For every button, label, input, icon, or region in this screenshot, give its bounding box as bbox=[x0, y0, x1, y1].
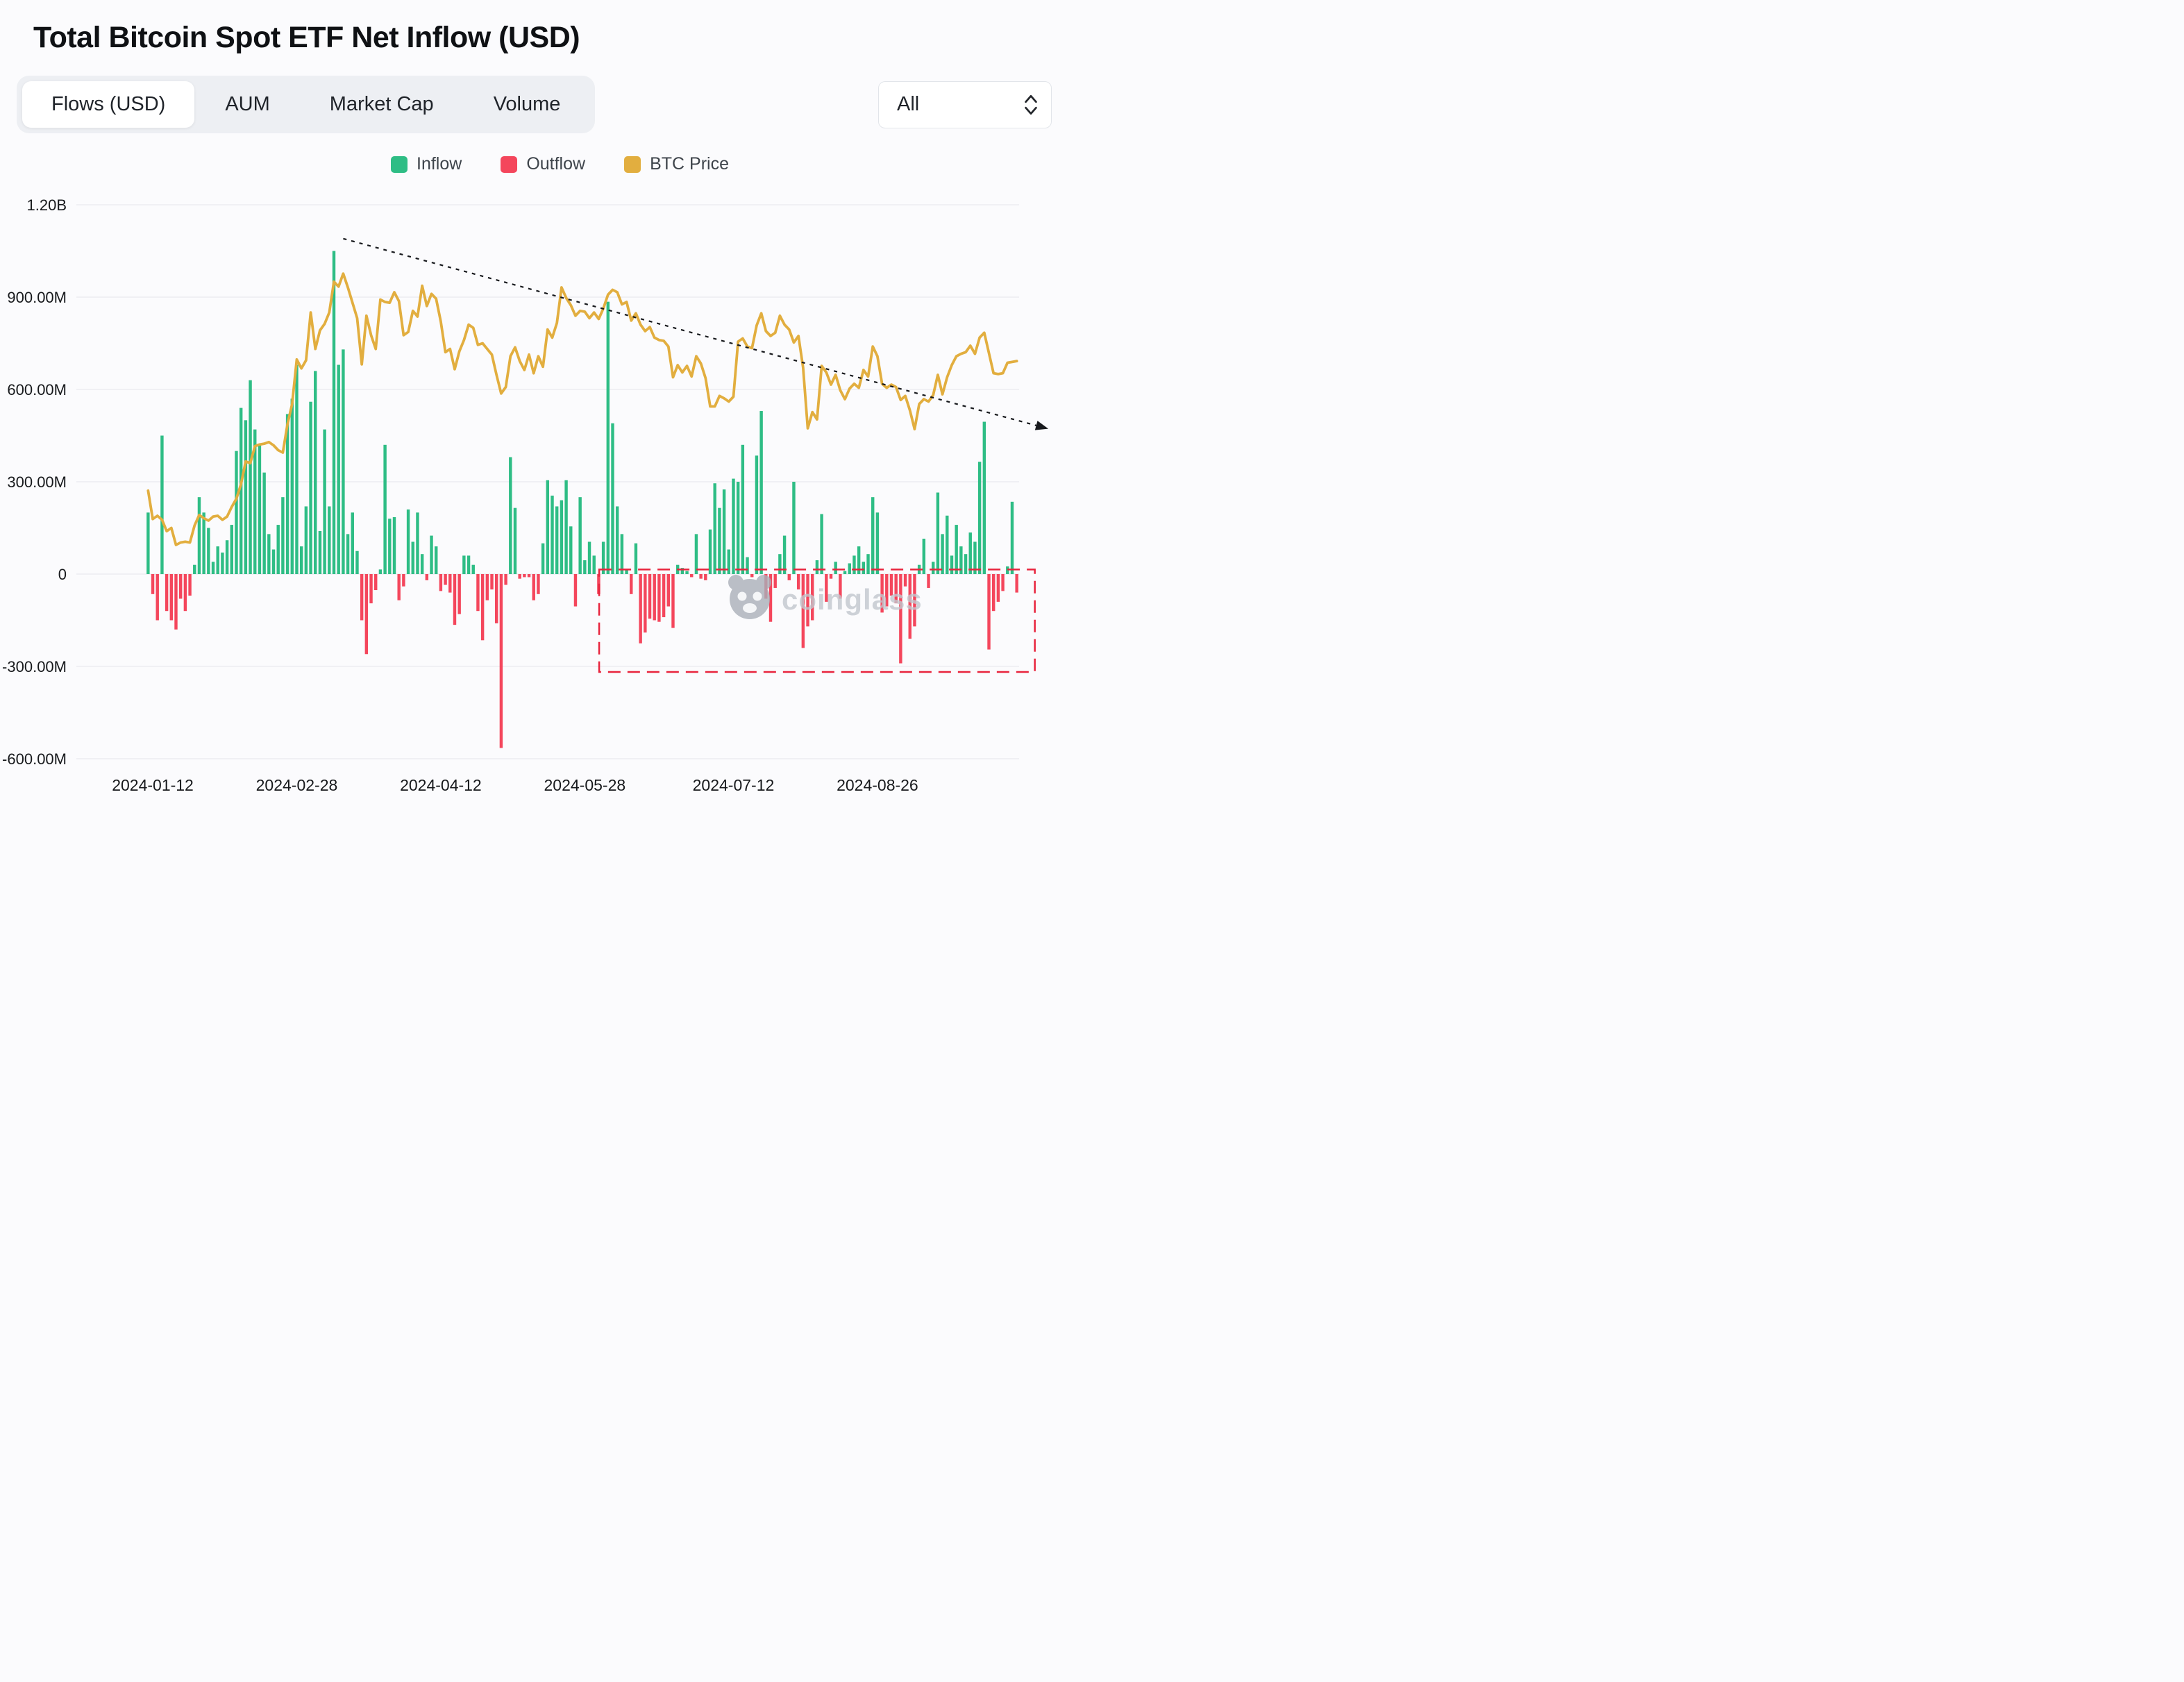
legend-label-btc-price: BTC Price bbox=[650, 154, 729, 174]
flows-chart: 1.20B 900.00M 600.00M 300.00M 0 -300.00M -600.… bbox=[2, 196, 1049, 794]
btc-price-line bbox=[146, 272, 1018, 546]
svg-text:0: 0 bbox=[58, 566, 67, 583]
legend-label-inflow: Inflow bbox=[417, 154, 462, 174]
outflow-highlight-box bbox=[598, 569, 1036, 673]
svg-text:2024-01-12: 2024-01-12 bbox=[112, 776, 194, 794]
svg-text:900.00M: 900.00M bbox=[7, 289, 67, 306]
x-axis-labels: 2024-01-12 2024-02-28 2024-04-12 2024-05-28… bbox=[112, 776, 918, 794]
select-arrows-icon bbox=[1022, 92, 1040, 117]
svg-text:coinglass: coinglass bbox=[782, 583, 923, 616]
svg-text:600.00M: 600.00M bbox=[7, 381, 67, 398]
legend-item-btc-price[interactable]: BTC Price bbox=[624, 154, 729, 174]
flow-bars[interactable] bbox=[146, 251, 1018, 748]
svg-text:2024-04-12: 2024-04-12 bbox=[400, 776, 482, 794]
legend-label-outflow: Outflow bbox=[526, 154, 586, 174]
flows-page: Total Bitcoin Spot ETF Net Inflow (USD) … bbox=[0, 0, 1092, 805]
page-title: Total Bitcoin Spot ETF Net Inflow (USD) bbox=[33, 21, 580, 54]
legend-item-outflow[interactable]: Outflow bbox=[501, 154, 585, 174]
svg-text:2024-08-26: 2024-08-26 bbox=[837, 776, 918, 794]
inflow-swatch-icon bbox=[391, 155, 408, 173]
chart-legend: Inflow Outflow BTC Price bbox=[28, 154, 1092, 174]
range-select[interactable]: All bbox=[878, 81, 1052, 128]
tab-volume[interactable]: Volume bbox=[464, 81, 590, 128]
svg-text:2024-02-28: 2024-02-28 bbox=[256, 776, 338, 794]
legend-item-inflow[interactable]: Inflow bbox=[391, 154, 462, 174]
chart-area[interactable]: 1.20B 900.00M 600.00M 300.00M 0 -300.00M -600.… bbox=[0, 177, 1092, 805]
tab-aum[interactable]: AUM bbox=[196, 81, 299, 128]
svg-text:1.20B: 1.20B bbox=[27, 196, 67, 214]
tab-group: Flows (USD) AUM Market Cap Volume bbox=[17, 76, 596, 133]
svg-text:-600.00M: -600.00M bbox=[2, 750, 67, 768]
tab-flows-usd[interactable]: Flows (USD) bbox=[22, 81, 195, 128]
controls-row: Flows (USD) AUM Market Cap Volume All bbox=[0, 76, 1092, 133]
downtrend-arrowhead-icon bbox=[1034, 421, 1049, 430]
svg-text:2024-05-28: 2024-05-28 bbox=[544, 776, 626, 794]
svg-text:2024-07-12: 2024-07-12 bbox=[693, 776, 775, 794]
outflow-swatch-icon bbox=[501, 155, 518, 173]
downtrend-line bbox=[343, 237, 1036, 426]
btc-price-swatch-icon bbox=[624, 155, 641, 173]
svg-text:300.00M: 300.00M bbox=[7, 473, 67, 491]
tab-market-cap[interactable]: Market Cap bbox=[301, 81, 463, 128]
svg-text:-300.00M: -300.00M bbox=[2, 658, 67, 675]
range-select-value: All bbox=[897, 93, 920, 115]
coinglass-watermark: coinglass bbox=[728, 575, 923, 619]
